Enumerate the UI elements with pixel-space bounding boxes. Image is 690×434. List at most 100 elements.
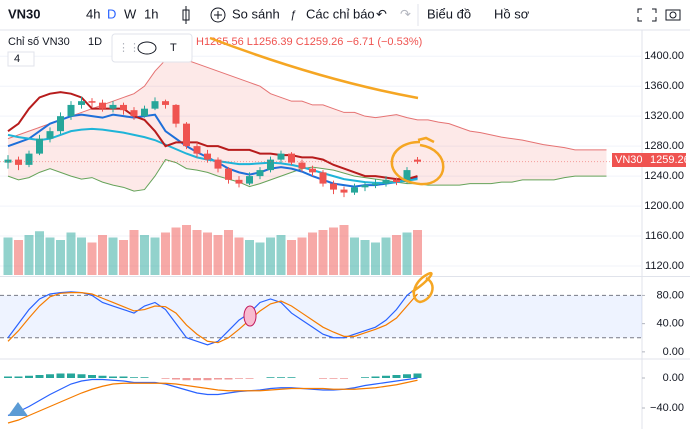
legend-collapse[interactable] — [7, 51, 35, 67]
fullscreen-icon[interactable] — [637, 8, 657, 22]
drag-handle[interactable]: ⋮⋮ — [118, 42, 140, 54]
candle-body — [382, 179, 390, 184]
redo[interactable]: ↷ — [400, 6, 411, 21]
text-tool[interactable]: T — [170, 42, 177, 54]
macd-bar — [88, 375, 96, 378]
legend-count[interactable]: 4 — [14, 53, 20, 65]
candle-body — [214, 159, 222, 169]
compare[interactable]: So sánh — [232, 6, 280, 21]
shape-tool[interactable] — [137, 41, 157, 55]
plus-icon[interactable] — [210, 7, 226, 23]
macd-bar — [172, 378, 180, 380]
macd-bar — [382, 375, 390, 378]
hand-circle — [411, 271, 434, 304]
volume-bar — [329, 227, 338, 275]
macd-bar — [25, 375, 33, 378]
volume-bar — [45, 237, 55, 275]
macd-line — [7, 379, 418, 424]
profile[interactable]: Hồ sơ — [494, 6, 530, 21]
volume-bar — [371, 242, 380, 275]
y-tick-label: 0.00 — [663, 372, 684, 384]
candle-body — [225, 168, 232, 180]
draw-toolbar — [111, 33, 193, 63]
volume-bar — [287, 240, 296, 275]
candle-body — [277, 153, 285, 160]
volume-bar — [297, 237, 307, 275]
candle-body — [235, 179, 243, 184]
candle-body — [57, 116, 64, 132]
ma-line — [7, 91, 418, 181]
macd-bar — [14, 376, 23, 378]
candle-body — [162, 101, 169, 105]
candle-body — [120, 104, 127, 111]
candle-body — [330, 183, 337, 190]
candle-body — [267, 159, 274, 171]
y-tick-label: 1240.00 — [644, 170, 684, 182]
volume-bar — [35, 231, 44, 275]
volume-bar — [413, 230, 422, 275]
macd-bar — [319, 378, 327, 379]
price-tag-symbol: VN30 — [615, 154, 643, 166]
candle-body — [67, 104, 75, 117]
candle-body — [130, 110, 138, 117]
cloud-upper — [7, 59, 607, 151]
logo — [8, 402, 28, 416]
annotations — [209, 36, 445, 304]
volume-bar — [108, 237, 118, 275]
interval[interactable]: D — [107, 6, 116, 21]
candle-body — [414, 159, 421, 162]
candle-body — [151, 101, 159, 109]
macd-bar — [340, 378, 348, 379]
volume-bar — [150, 237, 160, 275]
macd-bar — [67, 373, 75, 378]
interval[interactable]: W — [124, 6, 137, 21]
undo[interactable]: ↶ — [376, 6, 387, 21]
stoch-line — [7, 292, 418, 344]
y-tick-label: 1160.00 — [645, 230, 684, 242]
volume-bar — [14, 240, 23, 275]
volume-bar — [245, 240, 254, 275]
volume-bar — [56, 240, 65, 275]
volume-bar — [192, 230, 202, 275]
price-tag-price: 1259.26 — [650, 154, 690, 166]
volume-bar — [24, 235, 34, 275]
candle-body — [393, 179, 400, 183]
volume-bar — [350, 237, 359, 275]
volume-bar — [98, 235, 107, 275]
volume-bar — [339, 225, 349, 275]
candle-body — [4, 159, 12, 163]
candle-icon[interactable] — [182, 6, 190, 24]
candle-body — [288, 153, 295, 163]
candle-body — [309, 168, 316, 173]
toolbar — [0, 0, 690, 30]
macd-bar — [371, 376, 380, 378]
candle-body — [183, 123, 190, 147]
plot: 1400.00 1360.00 1320.00 1280.00 1240.00 1200.… — [0, 30, 690, 429]
y-tick-label: 0.00 — [663, 346, 684, 358]
candle-body — [15, 159, 22, 165]
macd-bar — [214, 378, 222, 380]
legend-interval: 1D — [88, 36, 102, 48]
volume-bar — [318, 230, 328, 275]
macd-bar — [109, 376, 117, 378]
candle-body — [193, 146, 201, 154]
candle-body — [351, 187, 358, 193]
volume-bar — [87, 242, 97, 275]
camera-icon[interactable] — [665, 9, 681, 21]
macd-bar — [56, 373, 65, 378]
macd-bar — [77, 374, 86, 378]
indicators[interactable]: Các chỉ báo — [306, 6, 375, 21]
macd-bar — [392, 375, 401, 378]
layout[interactable]: Biểu đồ — [427, 6, 471, 21]
candle-body — [340, 189, 348, 193]
interval[interactable]: 1h — [144, 6, 158, 21]
macd-bar — [245, 378, 254, 379]
symbol[interactable]: VN30 — [8, 6, 41, 21]
candle-body — [298, 162, 306, 169]
volume-bar — [266, 237, 275, 275]
macd-bar — [235, 378, 243, 379]
fx-icon[interactable]: ƒ — [290, 9, 296, 21]
legend-ohlc: H1265.56 L1256.39 C1259.26 −6.71 (−0.53%… — [196, 36, 422, 48]
interval[interactable]: 4h — [86, 6, 100, 21]
